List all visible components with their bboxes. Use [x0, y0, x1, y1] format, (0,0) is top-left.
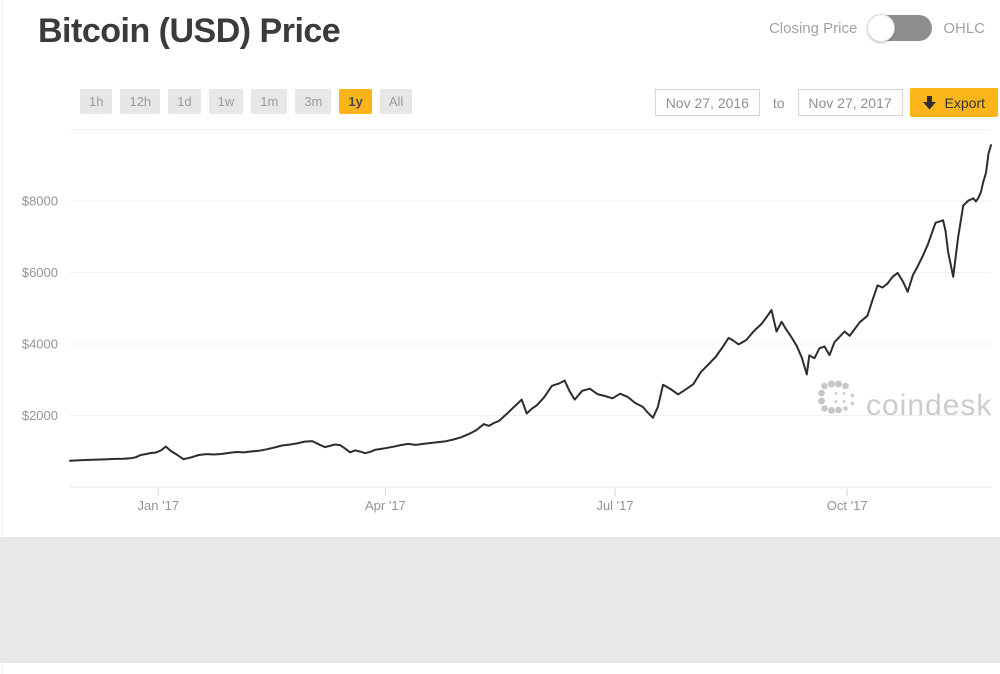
- date-from-input[interactable]: [654, 89, 760, 116]
- page-left-border: [2, 0, 3, 674]
- range-button-1d[interactable]: 1d: [168, 89, 201, 114]
- price-chart[interactable]: coindesk $2000 $4000 $6000 $8000 Jan '17 Apr …: [0, 120, 1000, 535]
- y-axis-label: $6000: [22, 265, 58, 280]
- range-button-3m[interactable]: 3m: [295, 89, 332, 114]
- ohlc-label: OHLC: [943, 19, 985, 37]
- price-line: [69, 144, 992, 462]
- range-button-1h[interactable]: 1h: [80, 89, 113, 114]
- stats-bar: $9,563.05 ▲2.54% Today's Open $9,326.59 …: [0, 537, 1000, 663]
- coindesk-logo: [818, 380, 855, 414]
- price-type-toggle[interactable]: [867, 14, 933, 42]
- export-label: Export: [944, 94, 985, 111]
- x-axis-label: Apr '17: [365, 498, 406, 513]
- range-button-all[interactable]: All: [379, 89, 413, 114]
- range-button-12h[interactable]: 12h: [120, 89, 161, 114]
- x-axis-label: Oct '17: [827, 498, 868, 513]
- date-to-input[interactable]: [797, 89, 903, 116]
- range-selector: 1h 12h 1d 1w 1m 3m 1y All: [80, 89, 413, 114]
- x-axis-label: Jan '17: [138, 498, 180, 513]
- range-button-1y[interactable]: 1y: [339, 89, 372, 114]
- range-button-1w[interactable]: 1w: [208, 89, 244, 114]
- download-arrow-icon: [922, 95, 936, 109]
- date-range-to-label: to: [772, 94, 785, 111]
- y-axis-label: $4000: [22, 337, 58, 352]
- toggle-knob-icon[interactable]: [867, 14, 896, 42]
- y-axis-label: $8000: [22, 194, 58, 209]
- price-type-toggle-group: Closing Price OHLC: [768, 14, 985, 42]
- date-range-controls: to Export: [654, 88, 998, 117]
- coindesk-watermark-text: coindesk: [866, 389, 992, 422]
- closing-price-label: Closing Price: [768, 19, 858, 37]
- x-axis-label: Jul '17: [596, 498, 633, 513]
- coindesk-watermark: coindesk: [818, 380, 992, 422]
- page-title: Bitcoin (USD) Price: [38, 12, 341, 50]
- y-axis-label: $2000: [22, 408, 58, 423]
- export-button[interactable]: Export: [909, 88, 998, 117]
- range-button-1m[interactable]: 1m: [251, 89, 288, 114]
